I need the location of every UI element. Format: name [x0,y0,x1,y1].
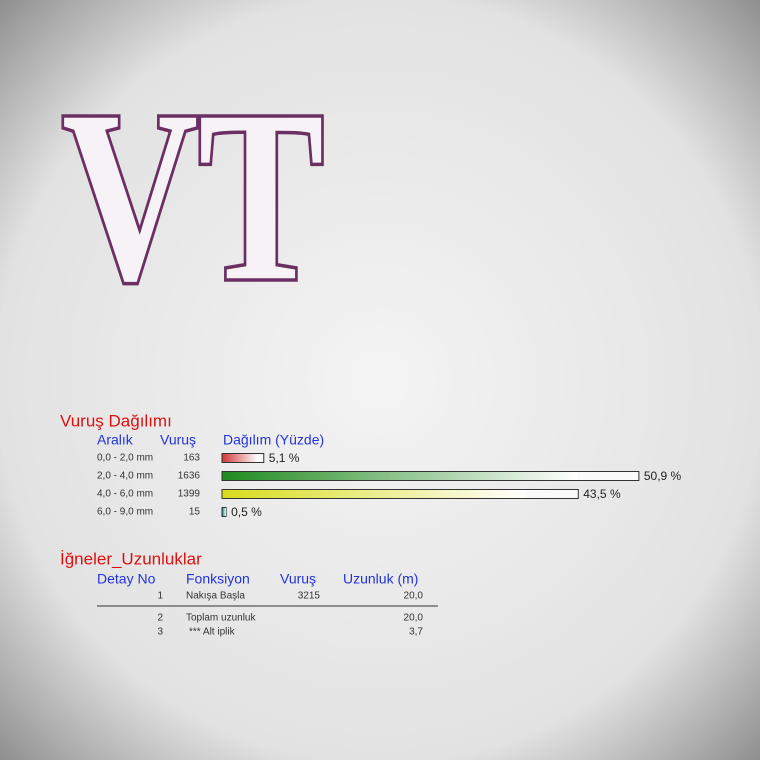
length: 20,0 [404,613,424,624]
bar [222,472,577,480]
design-preview: VT [62,60,324,331]
length: 20,0 [404,591,424,602]
column-header: Detay No [97,571,156,587]
column-header: Fonksiyon [186,571,250,587]
column-header: Vuruş [280,571,316,587]
column-header: Uzunluk (m) [343,571,418,587]
stitch-count: 15 [189,507,201,518]
column-header: Vuruş [160,432,196,448]
detail-no: 1 [157,591,163,602]
detail-no: 2 [157,613,163,624]
stitch-count: 1399 [178,489,201,500]
section-title: İğneler_Uzunluklar [60,549,202,568]
function: Toplam uzunluk [186,613,256,624]
stitch-count: 3215 [298,591,321,602]
bar [222,508,226,516]
range: 4,0 - 6,0 mm [97,489,153,500]
detail-no: 3 [157,627,163,638]
function: *** Alt iplik [189,627,236,638]
column-header: Aralık [97,432,134,448]
section-title: Vuruş Dağılımı [60,411,172,430]
function: Nakışa Başla [186,591,245,602]
stitch-count: 163 [183,453,200,464]
range: 6,0 - 9,0 mm [97,507,153,518]
bar [222,490,526,498]
column-header: Dağılım (Yüzde) [223,432,324,448]
percent-label: 0,5 % [231,505,262,519]
content: Vuruş Dağılımı Aralık Vuruş Dağılım (Yüzde)… [60,411,682,637]
percent-label: 5,1 % [269,451,300,465]
percent-label: 43,5 % [583,487,621,501]
length: 3,7 [409,627,423,638]
range: 0,0 - 2,0 mm [97,453,153,464]
range: 2,0 - 4,0 mm [97,471,153,482]
percent-label: 50,9 % [644,469,682,483]
stitch-count: 1636 [178,471,201,482]
bar [222,454,259,462]
